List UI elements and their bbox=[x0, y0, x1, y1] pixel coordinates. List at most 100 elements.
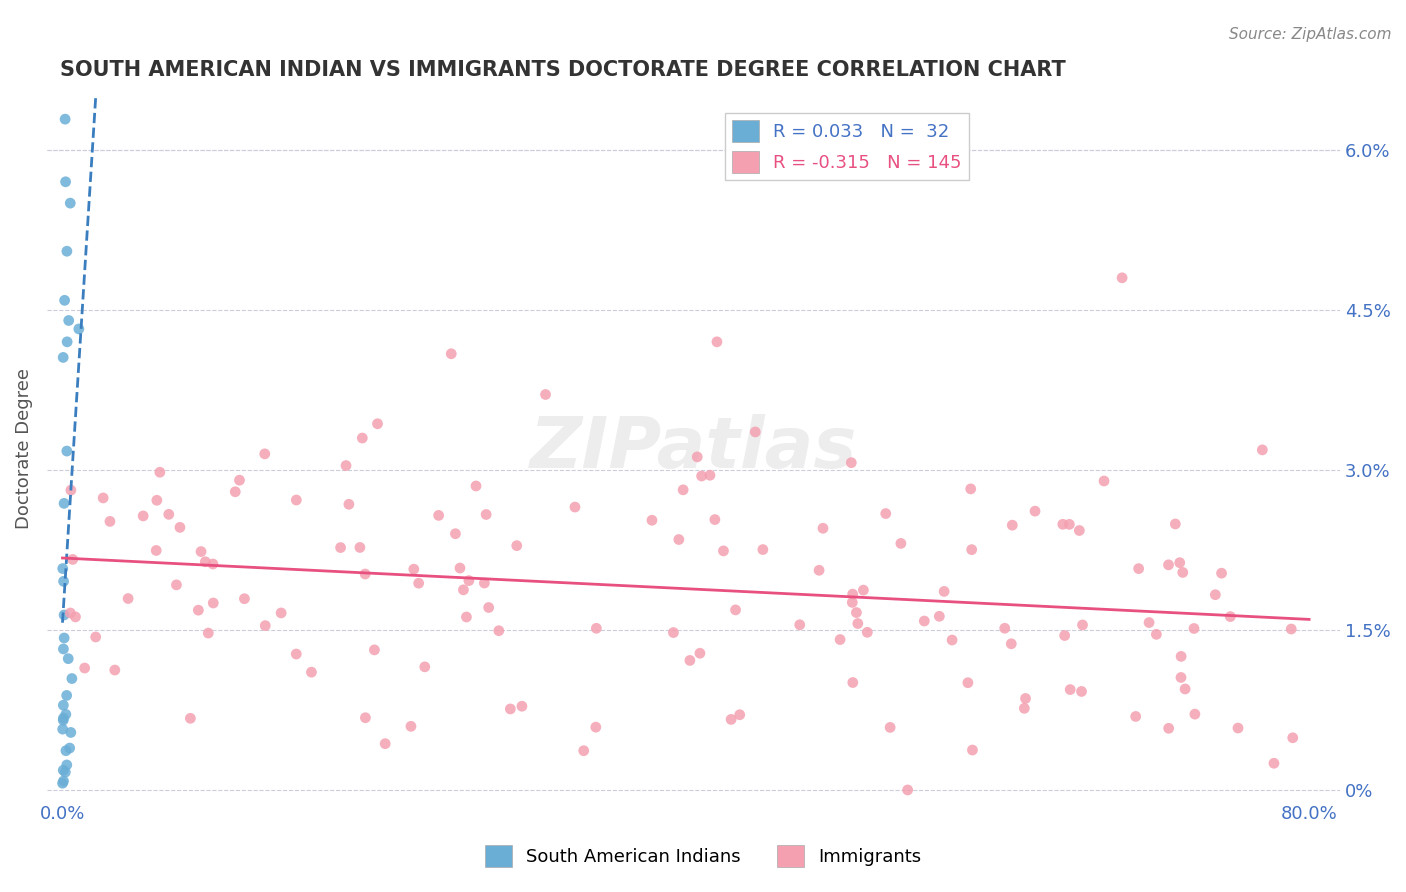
Point bbox=[679, 653, 702, 667]
Point bbox=[52, 713, 75, 727]
Point bbox=[808, 563, 831, 577]
Point bbox=[572, 744, 595, 758]
Point bbox=[912, 614, 935, 628]
Point bbox=[179, 711, 201, 725]
Point bbox=[53, 765, 76, 780]
Point bbox=[686, 450, 709, 464]
Point bbox=[1144, 627, 1167, 641]
Point bbox=[1053, 628, 1076, 642]
Point bbox=[56, 244, 79, 259]
Point bbox=[228, 473, 250, 487]
Point bbox=[960, 542, 983, 557]
Point bbox=[928, 609, 950, 624]
Y-axis label: Doctorate Degree: Doctorate Degree bbox=[15, 368, 32, 529]
Point bbox=[1001, 518, 1024, 533]
Point bbox=[301, 665, 323, 680]
Point bbox=[478, 600, 501, 615]
Point bbox=[841, 595, 863, 609]
Point bbox=[839, 456, 862, 470]
Point bbox=[53, 112, 76, 127]
Point bbox=[1170, 670, 1192, 684]
Point bbox=[413, 660, 436, 674]
Point bbox=[1219, 609, 1241, 624]
Point bbox=[932, 584, 955, 599]
Point bbox=[1125, 709, 1147, 723]
Point bbox=[856, 625, 879, 640]
Point bbox=[1184, 707, 1206, 722]
Point bbox=[149, 465, 172, 479]
Point bbox=[841, 587, 863, 601]
Point bbox=[233, 591, 256, 606]
Point bbox=[285, 493, 308, 508]
Point bbox=[956, 675, 979, 690]
Point bbox=[1111, 270, 1133, 285]
Point bbox=[1014, 691, 1036, 706]
Point bbox=[354, 567, 377, 582]
Point bbox=[842, 675, 865, 690]
Point bbox=[1000, 637, 1022, 651]
Point bbox=[499, 702, 522, 716]
Point bbox=[789, 617, 811, 632]
Point bbox=[689, 646, 711, 660]
Point bbox=[449, 561, 471, 575]
Point bbox=[1137, 615, 1160, 630]
Point bbox=[1211, 566, 1233, 581]
Point bbox=[157, 508, 180, 522]
Point bbox=[585, 621, 607, 635]
Point bbox=[1092, 474, 1115, 488]
Point bbox=[52, 698, 75, 713]
Point bbox=[55, 689, 77, 703]
Point bbox=[59, 606, 82, 620]
Point bbox=[53, 607, 76, 622]
Point bbox=[59, 725, 82, 739]
Point bbox=[1128, 561, 1150, 575]
Point bbox=[1070, 684, 1092, 698]
Point bbox=[367, 417, 389, 431]
Point bbox=[962, 743, 984, 757]
Point bbox=[194, 555, 217, 569]
Point bbox=[58, 313, 80, 327]
Point bbox=[132, 508, 155, 523]
Point bbox=[506, 539, 529, 553]
Point bbox=[58, 651, 80, 665]
Point bbox=[59, 196, 82, 211]
Text: SOUTH AMERICAN INDIAN VS IMMIGRANTS DOCTORATE DEGREE CORRELATION CHART: SOUTH AMERICAN INDIAN VS IMMIGRANTS DOCT… bbox=[60, 60, 1066, 79]
Point bbox=[444, 526, 467, 541]
Point bbox=[52, 561, 75, 575]
Point bbox=[959, 482, 981, 496]
Point bbox=[456, 610, 478, 624]
Point bbox=[1157, 721, 1180, 735]
Point bbox=[363, 643, 385, 657]
Point bbox=[1182, 622, 1205, 636]
Point bbox=[52, 776, 75, 790]
Point bbox=[703, 512, 725, 526]
Point bbox=[53, 496, 76, 510]
Point bbox=[890, 536, 912, 550]
Point bbox=[811, 521, 834, 535]
Point bbox=[1164, 516, 1187, 531]
Point bbox=[52, 711, 75, 725]
Point bbox=[55, 175, 77, 189]
Point bbox=[117, 591, 139, 606]
Point bbox=[1171, 566, 1194, 580]
Point bbox=[187, 603, 209, 617]
Point bbox=[52, 722, 75, 736]
Point bbox=[668, 533, 690, 547]
Point bbox=[699, 468, 721, 483]
Point bbox=[662, 625, 685, 640]
Point bbox=[52, 642, 75, 657]
Point bbox=[285, 647, 308, 661]
Point bbox=[399, 719, 422, 733]
Point bbox=[690, 469, 713, 483]
Point bbox=[52, 763, 75, 777]
Point bbox=[1251, 442, 1274, 457]
Point bbox=[585, 720, 607, 734]
Point bbox=[1014, 701, 1036, 715]
Point bbox=[202, 596, 225, 610]
Point bbox=[1069, 524, 1091, 538]
Point bbox=[879, 720, 901, 734]
Point bbox=[465, 479, 488, 493]
Point bbox=[197, 626, 219, 640]
Point bbox=[1170, 649, 1192, 664]
Point bbox=[352, 431, 374, 445]
